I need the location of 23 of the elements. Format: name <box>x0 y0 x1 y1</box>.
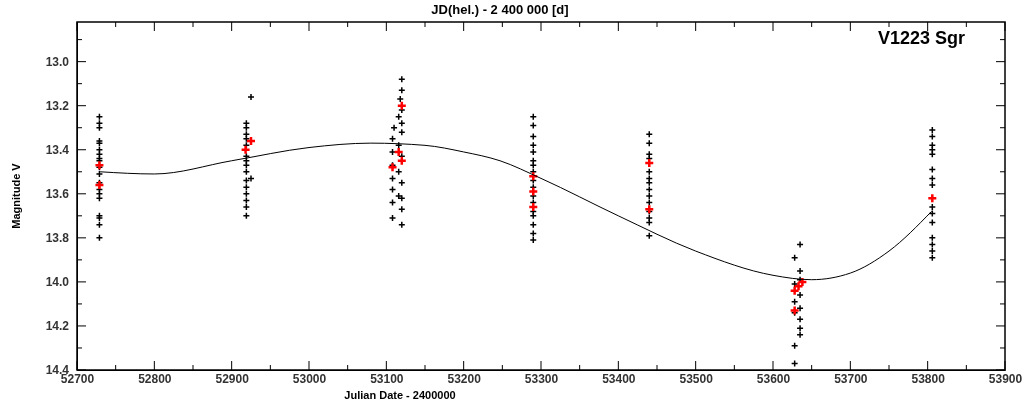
x-tick-label: 53100 <box>370 371 404 386</box>
x-tick-label: 53600 <box>756 371 791 386</box>
y-tick-label: 14.0 <box>45 275 70 290</box>
y-axis-title: Magnitude V <box>10 162 22 229</box>
x2-axis-title: JD(hel.) - 2 400 000 [d] <box>431 2 569 17</box>
x-tick-label: 53800 <box>911 371 946 386</box>
x-tick-label: 53400 <box>602 371 636 386</box>
x-tick-label: 53700 <box>834 371 868 386</box>
x-axis-title: Julian Date - 2400000 <box>344 389 456 400</box>
x-tick-label: 52900 <box>215 371 250 386</box>
x-tick-label: 52800 <box>138 371 172 386</box>
x-tick-label: 53200 <box>447 371 482 386</box>
y-tick-label: 13.0 <box>45 54 70 69</box>
y-tick-label: 13.6 <box>45 187 70 202</box>
y-tick-label: 14.2 <box>45 319 70 334</box>
x-tick-label: 53000 <box>292 371 327 386</box>
y-tick-label: 13.8 <box>45 231 70 246</box>
x-tick-label: 53500 <box>679 371 714 386</box>
y-tick-label: 13.2 <box>45 99 70 114</box>
x-tick-label: 53900 <box>988 371 1023 386</box>
y-tick-label: 13.4 <box>45 143 70 158</box>
x-tick-label: 53300 <box>524 371 559 386</box>
annotation: V1223 Sgr <box>877 28 965 48</box>
